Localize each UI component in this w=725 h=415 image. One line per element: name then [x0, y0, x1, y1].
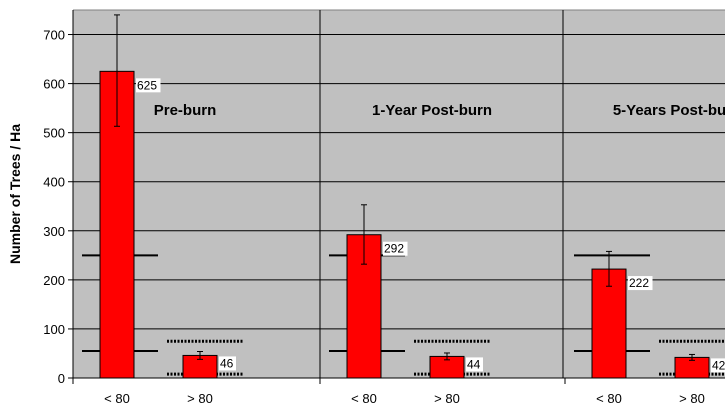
- x-tick-label: < 80: [596, 391, 622, 406]
- data-label: 222: [629, 276, 649, 290]
- y-tick-label: 600: [43, 77, 65, 92]
- y-tick-label: 400: [43, 175, 65, 190]
- y-axis-title: Number of Trees / Ha: [7, 124, 23, 264]
- plot-background: [73, 10, 725, 378]
- y-tick-label: 200: [43, 273, 65, 288]
- x-tick-label: > 80: [434, 391, 460, 406]
- data-label-background: [711, 358, 725, 373]
- data-label-background: [383, 241, 408, 256]
- x-tick-label: < 80: [351, 391, 377, 406]
- data-label: 625: [137, 78, 157, 92]
- panel-label: 5-Years Post-burn: [613, 102, 725, 119]
- bar: [591, 268, 627, 379]
- y-tick-label: 100: [43, 322, 65, 337]
- data-label: 46: [220, 356, 234, 370]
- y-tick-label: 500: [43, 126, 65, 141]
- data-label-background: [136, 78, 161, 93]
- data-label: 42: [712, 358, 725, 372]
- data-label-background: [466, 357, 483, 372]
- panel-label: 1-Year Post-burn: [372, 102, 492, 119]
- data-label-background: [219, 356, 236, 371]
- data-label: 292: [384, 242, 404, 256]
- data-label: 44: [467, 357, 481, 371]
- data-label-background: [628, 276, 653, 291]
- y-tick-label: 700: [43, 28, 65, 43]
- y-tick-label: 0: [58, 371, 65, 386]
- x-tick-label: < 80: [104, 391, 130, 406]
- panel-label: Pre-burn: [154, 102, 217, 119]
- x-tick-label: > 80: [679, 391, 705, 406]
- y-tick-label: 300: [43, 224, 65, 239]
- x-tick-label: > 80: [187, 391, 213, 406]
